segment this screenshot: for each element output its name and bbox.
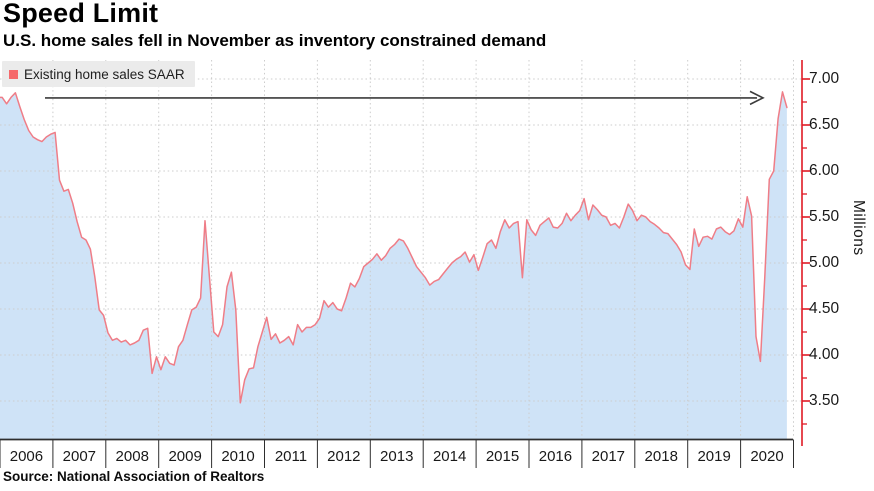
y-axis-tick-label: 5.00	[809, 254, 840, 271]
legend: Existing home sales SAAR	[2, 61, 195, 87]
x-axis-year-label: 2009	[168, 448, 202, 465]
source-note: Source: National Association of Realtors	[3, 469, 265, 484]
x-axis-year-label: 2014	[432, 448, 467, 465]
x-axis-year-label: 2007	[62, 448, 97, 465]
x-axis-year-label: 2015	[485, 448, 520, 465]
legend-swatch-icon	[9, 69, 18, 79]
y-axis-tick-label: 6.00	[809, 162, 840, 179]
y-axis-unit-label: Millions	[850, 200, 867, 256]
x-axis-year-label: 2011	[274, 448, 308, 465]
y-axis-tick-label: 3.50	[809, 392, 840, 409]
x-axis-year-label: 2019	[697, 448, 731, 465]
x-axis-year-label: 2020	[750, 448, 784, 465]
x-axis-year-label: 2006	[9, 448, 44, 465]
x-axis-year-label: 2017	[591, 448, 626, 465]
legend-label: Existing home sales SAAR	[24, 66, 185, 82]
page-title: Speed Limit	[3, 0, 159, 28]
y-axis-tick-label: 7.00	[809, 70, 840, 87]
x-axis-year-label: 2013	[380, 448, 414, 465]
x-axis-year-label: 2016	[538, 448, 573, 465]
page-subtitle: U.S. home sales fell in November as inve…	[3, 31, 547, 50]
x-axis-year-label: 2018	[644, 448, 678, 465]
y-axis-tick-label: 6.50	[809, 116, 840, 133]
x-axis-year-label: 2010	[221, 448, 255, 465]
y-axis-tick-label: 5.50	[809, 208, 840, 225]
x-axis-year-label: 2008	[115, 448, 149, 465]
x-axis-year-label: 2012	[327, 448, 361, 465]
y-axis-tick-label: 4.00	[809, 346, 840, 363]
y-axis-tick-label: 4.50	[809, 300, 840, 317]
